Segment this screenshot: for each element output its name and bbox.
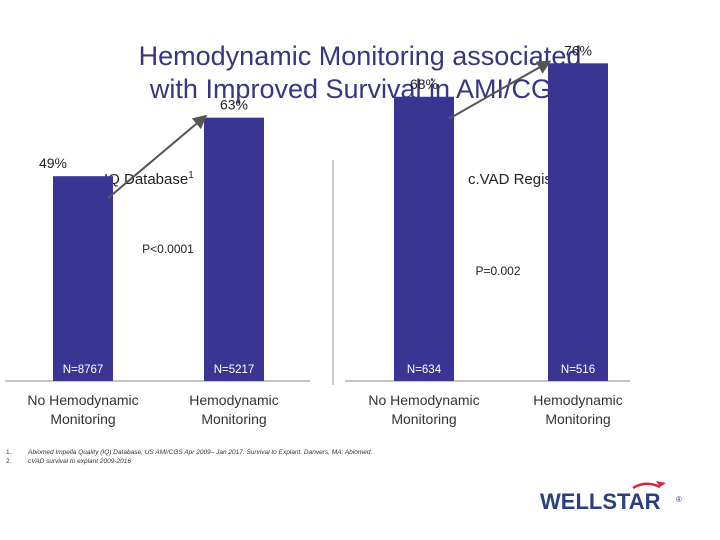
footnote-2-number: 2. <box>6 458 12 465</box>
logo-star-icon <box>656 481 666 487</box>
n-label-cvad-registry-no-monitoring: N=634 <box>407 364 442 376</box>
category-label-cvad-registry-monitoring-line2: Monitoring <box>545 411 610 427</box>
p-value-iq-database: P<0.0001 <box>142 242 194 256</box>
bar-cvad-registry-monitoring <box>548 63 608 381</box>
value-label-cvad-registry-monitoring: 76% <box>564 42 592 58</box>
value-label-iq-database-no-monitoring: 49% <box>39 155 67 171</box>
value-label-iq-database-monitoring: 63% <box>220 97 248 113</box>
category-label-iq-database-monitoring-line2: Monitoring <box>201 411 266 427</box>
p-value-cvad-registry: P=0.002 <box>475 264 520 278</box>
category-label-cvad-registry-no-monitoring-line1: No Hemodynamic <box>368 392 479 408</box>
footnotes: 1. Abiomed Impella Quality (IQ) Database,… <box>6 448 372 466</box>
category-label-cvad-registry-no-monitoring-line2: Monitoring <box>391 411 456 427</box>
category-label-iq-database-monitoring-line1: Hemodynamic <box>189 392 278 408</box>
logo-swoosh-icon <box>632 482 661 490</box>
bar-iq-database-monitoring <box>204 117 264 381</box>
footnote-1-text: Abiomed Impella Quality (IQ) Database, U… <box>28 449 373 456</box>
bar-cvad-registry-no-monitoring <box>394 96 454 381</box>
panel-title-cvad-label: c.VAD Registry <box>468 171 569 188</box>
footnote-1: 1. Abiomed Impella Quality (IQ) Database,… <box>6 448 372 457</box>
n-label-iq-database-monitoring: N=5217 <box>214 364 255 376</box>
wellstar-logo: WELLSTAR ® <box>540 481 682 514</box>
logo-wordmark: WELLSTAR <box>540 489 661 514</box>
category-label-iq-database-no-monitoring-line1: No Hemodynamic <box>27 392 138 408</box>
value-label-cvad-registry-no-monitoring: 68% <box>410 76 438 92</box>
footnote-ref-1: 1 <box>188 170 194 181</box>
n-label-iq-database-no-monitoring: N=8767 <box>63 364 104 376</box>
trend-arrow-iq-database <box>107 114 208 199</box>
category-label-cvad-registry-monitoring-line1: Hemodynamic <box>533 392 622 408</box>
title-line-1: Hemodynamic Monitoring associated <box>138 41 582 71</box>
logo-registered-mark: ® <box>676 495 682 504</box>
footnote-2-text: cVAD survival to explant 2009-2016 <box>28 458 131 465</box>
category-label-iq-database-no-monitoring-line2: Monitoring <box>50 411 115 427</box>
footnote-2: 2. cVAD survival to explant 2009-2016 <box>6 457 372 466</box>
bar-iq-database-no-monitoring <box>53 176 113 381</box>
trend-arrow-cvad-registry <box>448 60 552 120</box>
n-label-cvad-registry-monitoring: N=516 <box>561 364 595 376</box>
footnote-1-number: 1. <box>6 449 12 456</box>
